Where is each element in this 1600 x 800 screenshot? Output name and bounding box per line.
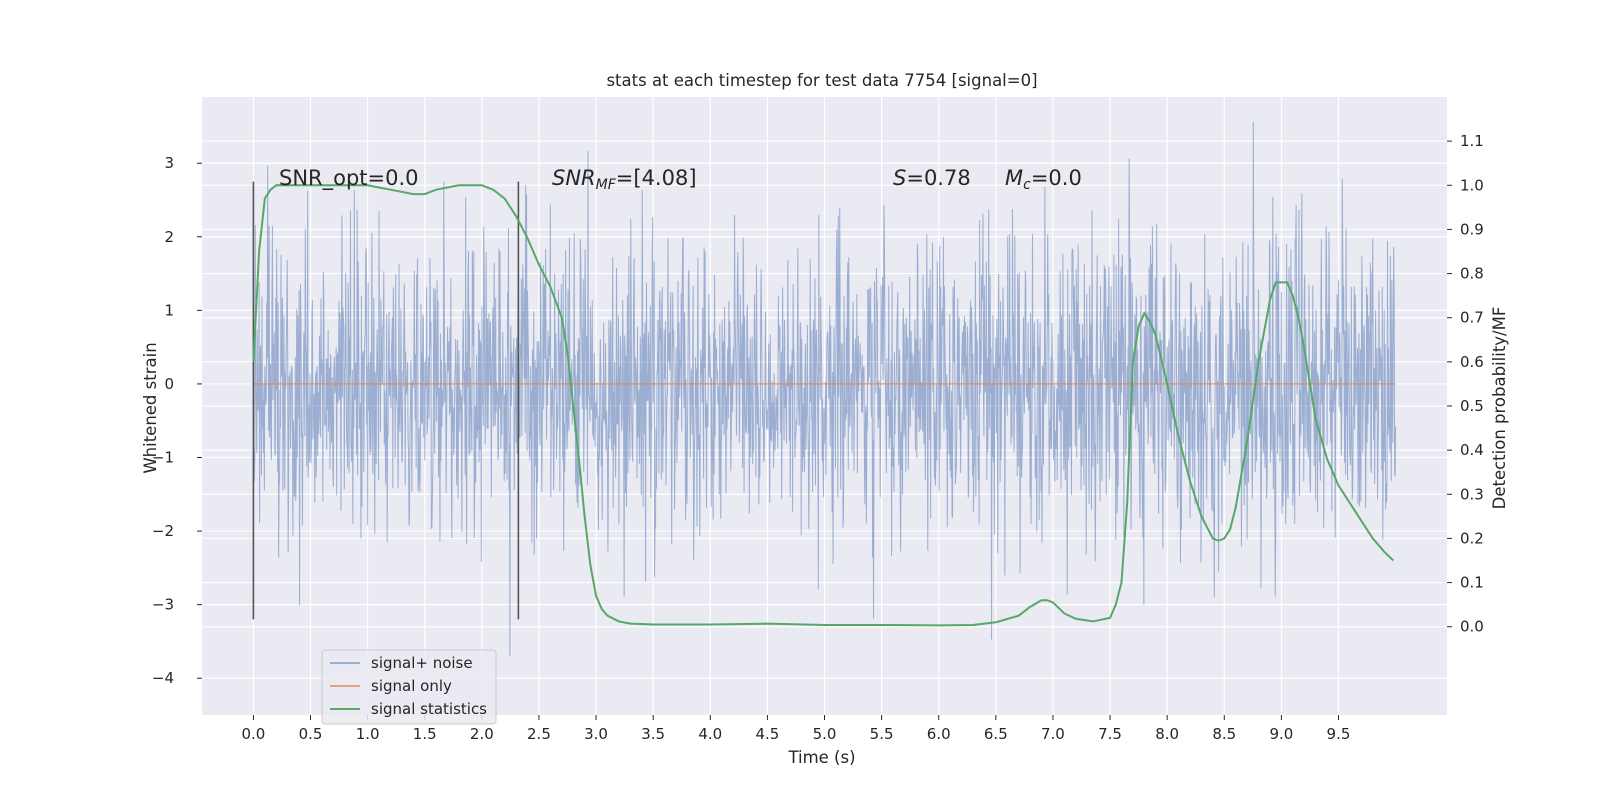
y-right-tick-label: 0.8	[1460, 265, 1484, 283]
annotation-mc: Mc=0.0	[1005, 166, 1082, 193]
x-tick-label: 1.5	[413, 725, 437, 743]
x-tick-label: 6.0	[927, 725, 951, 743]
y-right-tick-label: 0.3	[1460, 485, 1484, 503]
x-tick-label: 1.0	[356, 725, 380, 743]
signal-statistics-series	[252, 184, 1395, 627]
x-tick-label: 8.5	[1212, 725, 1236, 743]
y-left-tick-label: −2	[152, 522, 174, 540]
legend: signal+ noise signal only signal statist…	[321, 649, 497, 725]
legend-label-stats: signal statistics	[371, 700, 487, 718]
x-tick-label: 7.0	[1041, 725, 1065, 743]
y-left-tick-label: 3	[164, 154, 174, 172]
annotation-s-var: S	[893, 166, 906, 190]
y-right-tick-label: 0.4	[1460, 441, 1484, 459]
y-left-tick-label: 1	[164, 301, 174, 319]
y-left-tick-label: −1	[152, 449, 174, 467]
annotation-mc-var: M	[1005, 166, 1023, 190]
signal-statistics-line	[252, 184, 1395, 627]
x-tick-label: 3.5	[641, 725, 665, 743]
x-tick-label: 5.5	[870, 725, 894, 743]
x-tick-label: 0.0	[241, 725, 265, 743]
y-right-axis-label: Detection probability/MF	[1490, 307, 1509, 510]
y-left-axis-ticks: 3 2 1 0 −1 −2 −3 −4	[152, 154, 202, 687]
x-tick-label: 4.5	[755, 725, 779, 743]
legend-box	[321, 649, 497, 725]
x-tick-label: 3.0	[584, 725, 608, 743]
annotation-mc-val: =0.0	[1031, 166, 1082, 190]
x-tick-label: 4.0	[698, 725, 722, 743]
x-tick-label: 8.0	[1155, 725, 1179, 743]
y-left-tick-label: 2	[164, 228, 174, 246]
x-tick-label: 5.0	[813, 725, 837, 743]
signal-noise-series	[252, 121, 1397, 657]
x-axis-ticks: 0.0 0.5 1.0 1.5 2.0 2.5 3.0 3.5 4.0 4.5 5.0 5.5 6.0 6…	[241, 715, 1350, 743]
x-tick-label: 9.0	[1269, 725, 1293, 743]
y-left-axis-label: Whitened strain	[141, 342, 160, 473]
annotation-snr-opt: SNR_opt=0.0	[279, 166, 419, 191]
annotation-snr-mf-val: =[4.08]	[616, 166, 697, 190]
y-right-tick-label: 0.9	[1460, 220, 1484, 238]
x-tick-label: 2.5	[527, 725, 551, 743]
y-right-tick-label: 0.5	[1460, 397, 1484, 415]
annotation-snr-mf-sub: MF	[596, 177, 617, 193]
x-axis-label: Time (s)	[787, 748, 855, 767]
y-left-tick-label: −4	[152, 669, 174, 687]
x-tick-label: 9.5	[1327, 725, 1351, 743]
legend-label-noise: signal+ noise	[371, 654, 473, 672]
y-left-tick-label: 0	[164, 375, 174, 393]
x-tick-label: 0.5	[299, 725, 323, 743]
y-right-tick-label: 0.7	[1460, 309, 1484, 327]
x-tick-label: 7.5	[1098, 725, 1122, 743]
annotation-s-val: =0.78	[906, 166, 970, 190]
y-left-tick-label: −3	[152, 596, 174, 614]
chart-title: stats at each timestep for test data 775…	[606, 71, 1037, 90]
y-right-tick-label: 0.2	[1460, 529, 1484, 547]
y-right-tick-label: 1.1	[1460, 132, 1484, 150]
y-right-tick-label: 1.0	[1460, 176, 1484, 194]
annotation-mc-sub: c	[1023, 177, 1031, 193]
annotation-snr-mf-var: SNR	[552, 166, 596, 190]
y-right-tick-label: 0.1	[1460, 574, 1484, 592]
y-right-tick-label: 0.0	[1460, 618, 1484, 636]
signal-noise-line	[252, 121, 1397, 657]
y-right-axis-ticks: 1.1 1.0 0.9 0.8 0.7 0.6 0.5 0.4 0.3 0.2 0.1 0.0	[1447, 132, 1484, 636]
annotation-s: S=0.78	[893, 166, 971, 190]
x-tick-label: 6.5	[984, 725, 1008, 743]
legend-label-signal: signal only	[371, 677, 452, 695]
annotation-snr-mf: SNRMF=[4.08]	[552, 166, 697, 193]
x-tick-label: 2.0	[470, 725, 494, 743]
y-right-tick-label: 0.6	[1460, 353, 1484, 371]
region-markers	[252, 181, 520, 620]
